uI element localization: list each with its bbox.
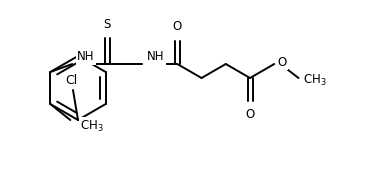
Text: NH: NH <box>147 51 165 64</box>
Text: CH$_3$: CH$_3$ <box>303 72 326 88</box>
Text: O: O <box>245 109 255 122</box>
Text: O: O <box>173 20 182 33</box>
Text: Cl: Cl <box>65 74 77 87</box>
Text: NH: NH <box>77 51 95 64</box>
Text: S: S <box>104 17 111 30</box>
Text: O: O <box>277 56 286 69</box>
Text: CH$_3$: CH$_3$ <box>80 118 104 134</box>
